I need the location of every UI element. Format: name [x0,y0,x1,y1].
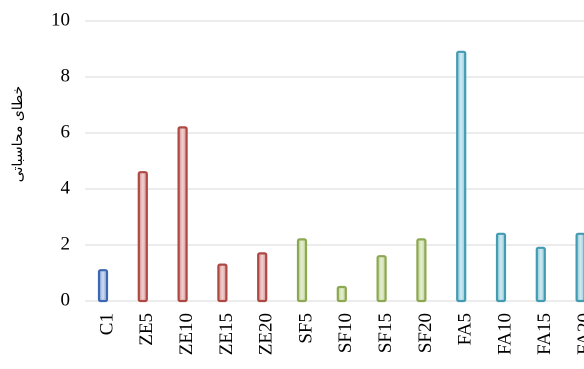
x-tick-label: SF10 [335,313,356,353]
x-tick-label: ZE20 [256,313,277,355]
y-tick-label: 2 [61,233,71,254]
gridlines [85,20,584,302]
bar-fa15 [535,246,546,303]
bar-sf10 [336,285,347,303]
bar-sf5 [296,238,308,303]
x-tick-label: ZE5 [136,313,157,346]
x-tick-label: SF15 [375,313,396,353]
x-tick-label: SF5 [295,313,316,344]
y-axis-label: خطای محاسباتی [10,86,26,182]
y-tick-label: 10 [51,9,70,30]
x-tick-label: FA5 [455,313,476,345]
x-tick-label: FA10 [494,313,515,355]
y-tick-label: 4 [61,177,71,198]
bar-ze5 [137,171,148,303]
bar-fa10 [495,232,507,303]
y-tick-labels: 0 2 4 6 8 10 [51,9,71,310]
x-tick-label: ZE10 [176,313,197,355]
bar-ze20 [257,252,268,303]
x-tick-labels: C1 ZE5 ZE10 ZE15 ZE20 SF5 SF10 SF15 SF20 FA5 FA10 F… [96,313,584,355]
y-tick-label: 8 [61,65,71,86]
y-tick-label: 6 [61,121,71,142]
bar-c1 [97,269,109,303]
x-tick-label: ZE15 [216,313,237,355]
bar-sf20 [416,238,427,303]
bar-fa5 [456,50,467,303]
x-tick-label: C1 [96,313,117,335]
x-tick-label: FA20 [574,313,584,355]
bar-ze10 [177,126,188,303]
bar-fa20 [575,232,584,303]
bar-ze15 [217,263,228,303]
y-tick-label: 0 [61,289,71,310]
bar-sf15 [376,255,387,303]
bars [97,50,584,303]
x-tick-label: FA15 [534,313,555,355]
x-tick-label: SF20 [415,313,436,353]
